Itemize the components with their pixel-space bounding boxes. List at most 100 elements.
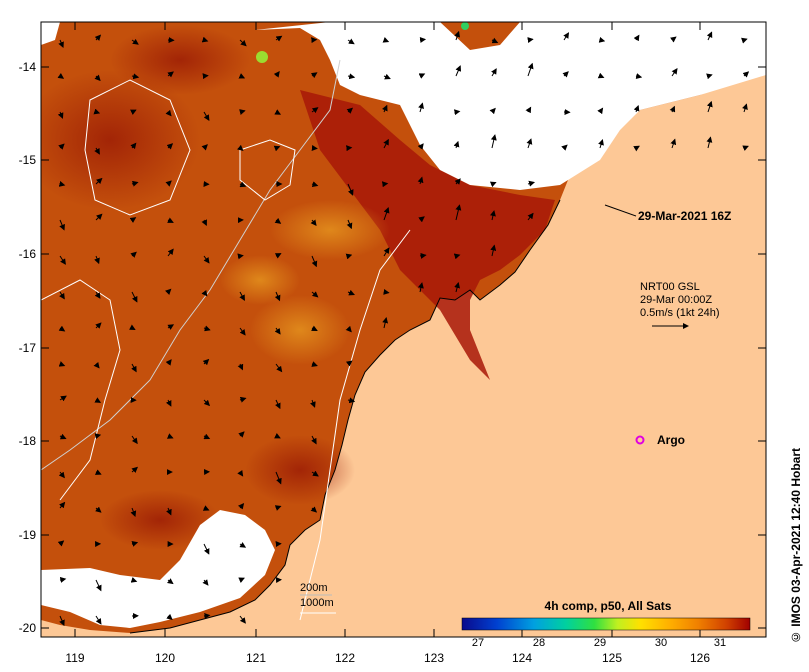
current-arrow	[202, 579, 209, 586]
current-arrow	[203, 612, 211, 619]
lat-tick-label: -18	[19, 434, 37, 448]
current-arrow	[129, 109, 137, 116]
current-arrow	[347, 73, 356, 80]
cloud-mask	[41, 510, 275, 628]
current-arrow	[201, 289, 208, 297]
colorbar-tick-label: 30	[655, 637, 667, 649]
current-arrow	[310, 72, 318, 79]
current-arrow	[275, 35, 283, 42]
current-arrow	[58, 180, 66, 187]
current-arrow	[490, 210, 496, 221]
current-arrow	[239, 39, 247, 47]
current-arrow	[238, 73, 246, 79]
current-arrow	[489, 181, 497, 188]
current-arrow	[671, 68, 678, 77]
lat-tick-label: -14	[19, 60, 37, 74]
axes: 119 120 121 122 123 124 125 126 -14 -15 -16 -17 -18 -…	[19, 22, 766, 665]
cloud-mask	[41, 22, 60, 45]
current-arrow	[237, 469, 244, 477]
current-arrow	[418, 73, 426, 79]
current-arrow	[419, 37, 427, 43]
current-arrow	[94, 433, 102, 440]
current-arrow	[417, 176, 424, 185]
current-arrow	[526, 138, 533, 149]
current-arrow	[167, 324, 175, 330]
current-arrow	[347, 397, 356, 404]
current-arrow	[454, 109, 461, 116]
current-arrow	[310, 506, 318, 513]
current-arrow	[203, 543, 210, 555]
current-arrow	[239, 542, 247, 548]
colorbar-tick-label: 31	[714, 637, 726, 649]
lat-tick-label: -16	[19, 247, 37, 261]
currents-time: 29-Mar 00:00Z	[640, 294, 712, 306]
cool-patch	[110, 25, 250, 95]
current-arrow	[597, 107, 604, 115]
current-arrow	[58, 325, 66, 332]
current-arrow	[203, 325, 211, 332]
current-arrow	[59, 615, 65, 627]
current-arrow	[165, 359, 172, 366]
warm-coastal-band	[300, 90, 555, 380]
current-arrow	[131, 291, 138, 303]
warm-filament	[250, 295, 350, 365]
current-arrow	[311, 255, 318, 268]
argo-float-marker[interactable]	[635, 435, 645, 445]
cool-patch	[41, 70, 200, 210]
current-arrow	[490, 134, 497, 149]
current-arrow	[418, 216, 425, 223]
current-arrow	[382, 317, 389, 329]
current-arrow	[345, 325, 352, 333]
current-arrow	[311, 470, 319, 477]
current-arrow	[59, 501, 66, 509]
current-arrow	[706, 73, 713, 80]
current-arrow	[58, 143, 65, 150]
current-arrow	[311, 107, 319, 114]
current-arrow	[58, 39, 64, 48]
current-arrow	[59, 219, 65, 231]
current-arrow	[418, 102, 424, 113]
lon-tick-label: 123	[424, 651, 444, 665]
currents-source: NRT00 GSL	[640, 281, 700, 293]
current-arrow	[59, 576, 67, 583]
current-arrow	[237, 363, 244, 371]
current-arrow	[382, 104, 388, 113]
date-label: 29-Mar-2021 16Z	[638, 209, 731, 223]
current-arrow	[131, 180, 139, 187]
current-arrow	[563, 32, 570, 41]
lat-tick-label: -20	[19, 621, 37, 635]
current-arrow	[58, 471, 65, 479]
lon-tick-label: 124	[512, 651, 532, 665]
current-arrow	[94, 147, 100, 155]
current-arrow	[59, 395, 67, 402]
current-arrow	[166, 613, 173, 621]
current-arrow	[203, 399, 211, 407]
current-arrow	[454, 281, 461, 293]
current-arrow	[742, 145, 749, 152]
current-arrow	[165, 399, 172, 407]
current-arrow	[274, 217, 282, 224]
current-arrow	[57, 540, 65, 547]
current-arrow	[166, 507, 172, 516]
current-arrow	[383, 138, 389, 149]
current-arrow	[95, 213, 103, 221]
current-arrow	[239, 181, 247, 188]
current-arrow	[527, 212, 534, 221]
current-arrow	[455, 204, 462, 221]
current-arrow	[311, 361, 318, 367]
argo-label: Argo	[657, 433, 685, 447]
current-arrow	[561, 144, 568, 151]
current-arrow	[167, 217, 174, 223]
current-arrow	[527, 180, 536, 187]
current-arrow	[131, 363, 137, 373]
cloud-mask	[255, 22, 766, 190]
current-arrow	[527, 37, 534, 43]
current-arrow	[167, 248, 174, 257]
current-arrow	[669, 105, 676, 113]
current-arrow	[59, 255, 66, 265]
current-arrow	[237, 144, 244, 151]
current-arrow	[203, 433, 211, 440]
current-arrow	[94, 291, 101, 299]
current-arrow	[238, 577, 245, 583]
